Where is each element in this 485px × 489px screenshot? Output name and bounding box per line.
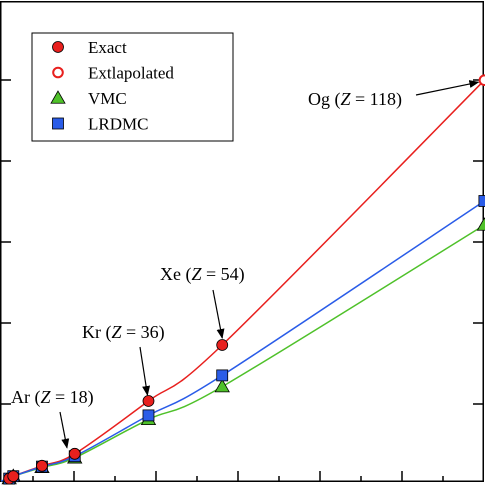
kr-label-prefix: Kr ( <box>82 322 112 343</box>
legend-label-vmc: VMC <box>88 89 127 108</box>
xe-label: Xe (Z = 54) <box>160 264 245 285</box>
annotation-arrows <box>59 80 480 449</box>
exact-point <box>7 470 20 483</box>
kr-arrow <box>139 346 151 396</box>
legend-marker-exact <box>52 41 64 53</box>
extlapolated-point <box>478 74 485 86</box>
xe-label-prefix: Xe ( <box>160 264 191 285</box>
kr-label: Kr (Z = 36) <box>82 322 165 343</box>
data-markers <box>1 74 485 485</box>
exact-point <box>142 395 155 407</box>
xe-arrow <box>212 289 225 339</box>
lrdmc-point <box>142 409 155 422</box>
exact-point <box>216 339 229 351</box>
lrdmc-curve <box>0 200 485 482</box>
ar-arrow <box>59 411 70 449</box>
annotations: Ar (Z = 18)Kr (Z = 36)Xe (Z = 54)Og (Z =… <box>11 89 402 408</box>
exact-point <box>68 447 81 460</box>
og-arrow <box>415 80 480 96</box>
exact-point <box>36 459 48 472</box>
ar-label: Ar (Z = 18) <box>11 387 94 408</box>
legend-marker-lrdmc <box>52 117 64 130</box>
xe-label-var: Z <box>191 264 202 284</box>
legend: Exact Extlapolated VMC LRDMC <box>31 32 234 142</box>
og-label-suffix: = 118) <box>351 89 402 110</box>
ar-label-var: Z <box>41 387 52 407</box>
vmc-point <box>214 378 230 393</box>
ar-label-prefix: Ar ( <box>11 387 41 408</box>
kr-label-suffix: = 36) <box>122 322 165 343</box>
legend-marker-extlapolated <box>52 66 64 79</box>
xe-label-suffix: = 54) <box>202 264 245 285</box>
legend-label-lrdmc: LRDMC <box>88 115 148 134</box>
lrdmc-point <box>216 369 229 382</box>
og-label-prefix: Og ( <box>308 89 341 110</box>
og-label-var: Z <box>341 89 352 109</box>
ar-label-suffix: = 18) <box>51 387 94 408</box>
legend-marker-vmc <box>50 90 66 104</box>
vmc-point <box>476 217 485 231</box>
lrdmc-point <box>478 195 485 207</box>
legend-label-exact: Exact <box>88 38 127 57</box>
legend-box <box>31 32 234 142</box>
legend-label-extlapolated: Extlapolated <box>88 64 174 83</box>
og-label: Og (Z = 118) <box>308 89 402 110</box>
kr-label-var: Z <box>112 322 123 342</box>
